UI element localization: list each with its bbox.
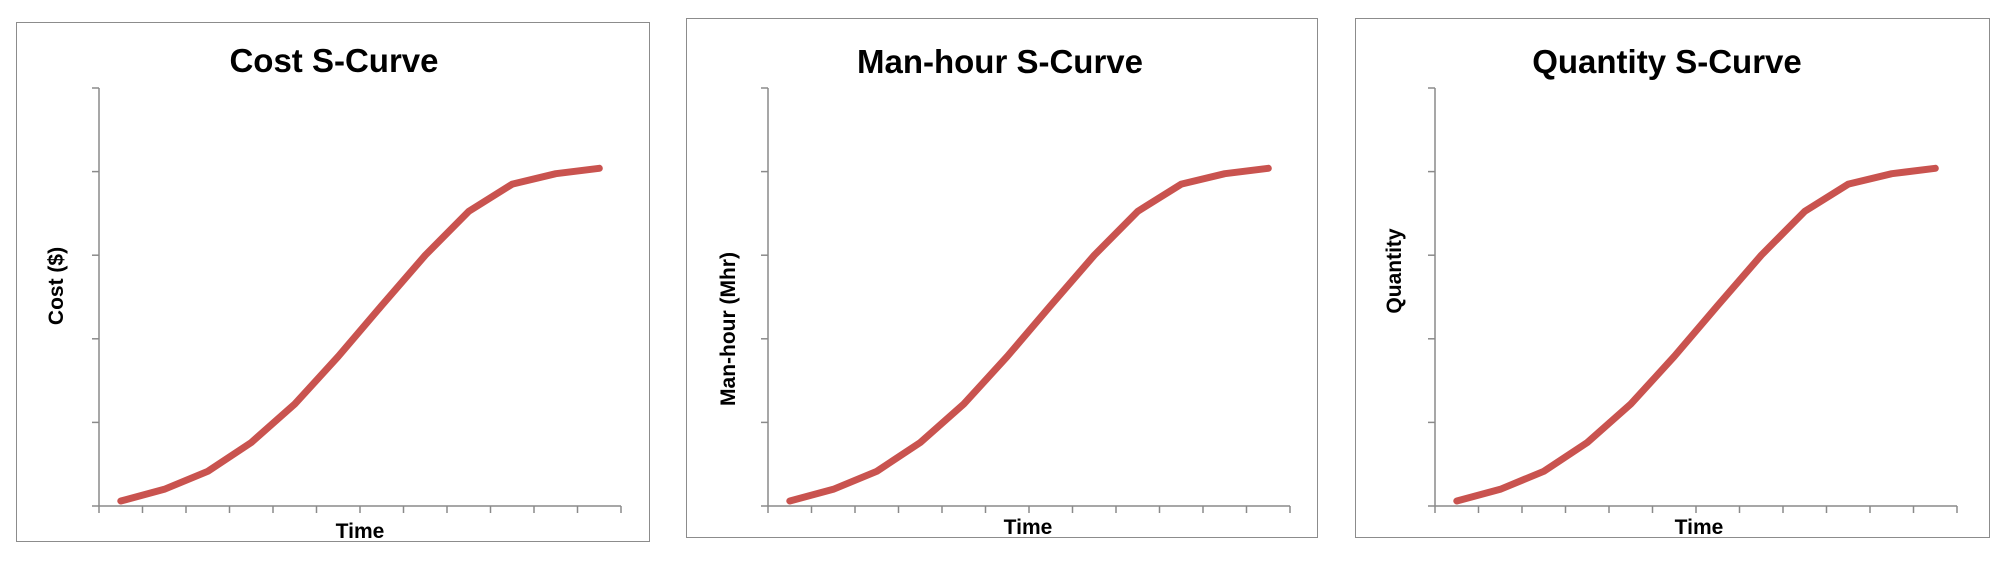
chart-title: Cost S-Curve — [229, 42, 438, 79]
cost-s-curve-panel: Cost S-Curve Cost ($) Time — [16, 22, 650, 543]
series-line — [1453, 164, 1939, 505]
y-axis-label: Man-hour (Mhr) — [717, 252, 740, 406]
y-axis-label: Cost ($) — [45, 247, 68, 325]
man-hour-s-curve-chart: Man-hour S-Curve Man-hour (Mhr) Time — [717, 43, 1291, 539]
x-axis-label: Time — [1675, 516, 1724, 539]
x-axis-label: Time — [336, 520, 385, 543]
x-axis-label: Time — [1004, 516, 1053, 539]
y-axis-label: Quantity — [1383, 228, 1406, 313]
cost-s-curve-chart: Cost S-Curve Cost ($) Time — [45, 42, 622, 543]
chart-title: Quantity S-Curve — [1532, 43, 1802, 80]
quantity-s-curve-panel: Quantity S-Curve Quantity Time — [1355, 18, 1990, 539]
quantity-s-curve-chart: Quantity S-Curve Quantity Time — [1383, 43, 1958, 539]
series-line — [117, 164, 603, 505]
chart-title: Man-hour S-Curve — [857, 43, 1143, 80]
man-hour-s-curve-panel: Man-hour S-Curve Man-hour (Mhr) Time — [686, 18, 1318, 539]
series-line — [786, 164, 1272, 505]
